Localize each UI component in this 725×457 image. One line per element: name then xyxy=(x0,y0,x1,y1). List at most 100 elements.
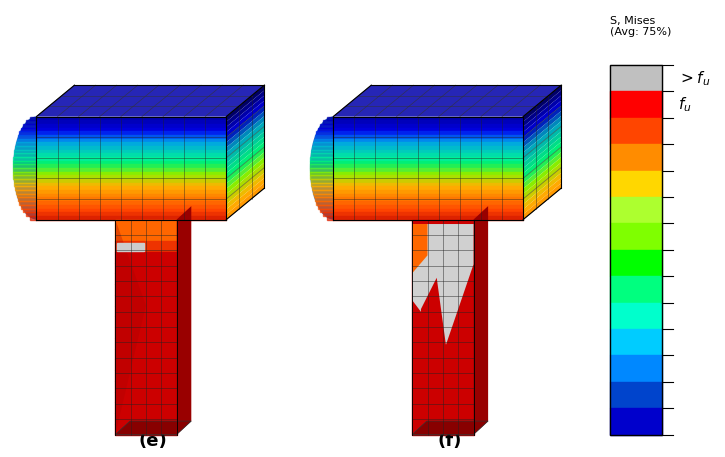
Text: $> f_u$: $> f_u$ xyxy=(678,69,710,88)
Polygon shape xyxy=(523,85,561,122)
Polygon shape xyxy=(310,117,334,219)
Bar xyxy=(36,197,226,201)
Bar xyxy=(36,212,226,216)
Bar xyxy=(610,356,662,382)
Bar xyxy=(36,208,226,212)
Bar xyxy=(30,216,36,219)
Bar xyxy=(36,165,226,168)
Bar xyxy=(310,165,334,168)
Bar xyxy=(334,208,523,212)
Bar xyxy=(16,142,36,146)
Bar xyxy=(21,128,36,131)
Polygon shape xyxy=(523,168,561,204)
Bar xyxy=(320,124,334,128)
Bar xyxy=(36,161,226,165)
Polygon shape xyxy=(523,121,561,158)
Polygon shape xyxy=(226,152,265,189)
Bar xyxy=(334,120,523,124)
Bar xyxy=(26,120,36,124)
Bar xyxy=(115,219,177,230)
Polygon shape xyxy=(226,101,265,137)
Bar xyxy=(36,146,226,149)
Bar xyxy=(115,284,177,295)
Polygon shape xyxy=(523,157,561,194)
Text: (f): (f) xyxy=(438,432,463,450)
Bar xyxy=(18,197,36,201)
Polygon shape xyxy=(523,111,561,148)
Polygon shape xyxy=(523,162,561,199)
Bar xyxy=(334,212,523,216)
Bar xyxy=(334,197,523,201)
Polygon shape xyxy=(413,224,428,273)
Bar xyxy=(36,124,226,128)
Bar xyxy=(320,208,334,212)
Polygon shape xyxy=(523,183,561,219)
Polygon shape xyxy=(421,278,446,354)
Polygon shape xyxy=(226,173,265,209)
Bar xyxy=(315,135,334,138)
Bar xyxy=(310,168,334,172)
Bar xyxy=(327,216,334,219)
Bar xyxy=(15,146,36,149)
Bar xyxy=(610,144,662,170)
Bar xyxy=(610,65,662,435)
Bar xyxy=(36,117,226,120)
Bar xyxy=(36,172,226,175)
Bar xyxy=(13,161,36,165)
Bar xyxy=(334,165,523,168)
Polygon shape xyxy=(226,116,265,153)
Bar xyxy=(334,161,523,165)
Bar xyxy=(14,179,36,183)
Bar xyxy=(334,131,523,135)
Bar xyxy=(610,197,662,223)
Bar xyxy=(312,190,334,194)
Bar xyxy=(334,205,523,208)
Bar xyxy=(36,142,226,146)
Bar xyxy=(310,161,334,165)
Bar xyxy=(115,252,177,262)
Bar xyxy=(13,168,36,172)
Bar xyxy=(334,146,523,149)
Bar xyxy=(36,175,226,179)
Bar xyxy=(334,142,523,146)
Bar xyxy=(610,91,662,118)
Bar xyxy=(115,349,177,359)
Bar xyxy=(310,175,334,179)
Bar xyxy=(334,183,523,186)
Bar xyxy=(312,142,334,146)
Polygon shape xyxy=(226,183,265,219)
Bar xyxy=(334,194,523,197)
Bar xyxy=(36,153,226,157)
Bar xyxy=(115,295,177,306)
Bar xyxy=(36,157,226,161)
Polygon shape xyxy=(523,90,561,127)
Bar xyxy=(23,208,36,212)
Bar xyxy=(36,149,226,153)
Bar xyxy=(334,138,523,142)
Bar xyxy=(115,338,177,349)
Bar xyxy=(610,250,662,276)
Bar xyxy=(14,175,36,179)
Polygon shape xyxy=(523,132,561,168)
Polygon shape xyxy=(36,85,265,117)
Bar xyxy=(316,131,334,135)
Bar xyxy=(36,190,226,194)
Bar xyxy=(36,201,226,205)
Bar xyxy=(13,172,36,175)
Polygon shape xyxy=(177,206,191,435)
Bar xyxy=(318,128,334,131)
Bar xyxy=(115,392,177,402)
Polygon shape xyxy=(226,127,265,163)
Bar xyxy=(36,183,226,186)
Bar xyxy=(316,201,334,205)
Text: (e): (e) xyxy=(139,432,167,450)
Polygon shape xyxy=(523,147,561,184)
Bar xyxy=(310,153,334,157)
Bar xyxy=(334,172,523,175)
Bar xyxy=(610,303,662,329)
Polygon shape xyxy=(226,111,265,148)
Bar xyxy=(21,205,36,208)
Polygon shape xyxy=(473,206,488,435)
Polygon shape xyxy=(226,121,265,158)
Polygon shape xyxy=(523,127,561,163)
